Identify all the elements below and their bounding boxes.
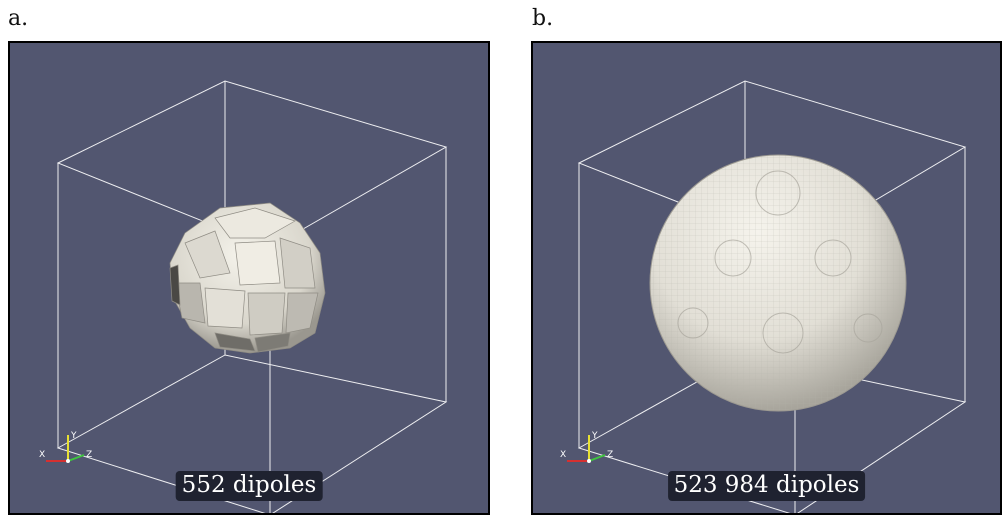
y-axis-label: Y [70, 431, 77, 441]
panel-b-label: b. [532, 6, 554, 31]
panel-a-label: a. [8, 6, 29, 31]
fine-voxel-sphere [649, 154, 907, 412]
orientation-axes-icon-b [567, 435, 606, 463]
render-viewport-b[interactable]: X Y Z 523 984 dipoles [531, 41, 1002, 515]
x-axis-label: X [39, 450, 45, 460]
z-axis-label-b: Z [607, 450, 613, 460]
y-axis-label-b: Y [591, 431, 598, 441]
dipole-count-caption-a: 552 dipoles [175, 471, 323, 501]
dipole-count-caption-b: 523 984 dipoles [667, 471, 866, 501]
orientation-axes-icon [46, 435, 85, 463]
x-axis-label-b: X [560, 450, 566, 460]
coarse-voxel-sphere [169, 202, 326, 354]
scene-b: X Y Z [560, 80, 967, 513]
z-axis-label: Z [86, 450, 92, 460]
scene-a: X Y Z [39, 80, 448, 513]
render-viewport-a[interactable]: X Y Z 552 dipoles [8, 41, 490, 515]
